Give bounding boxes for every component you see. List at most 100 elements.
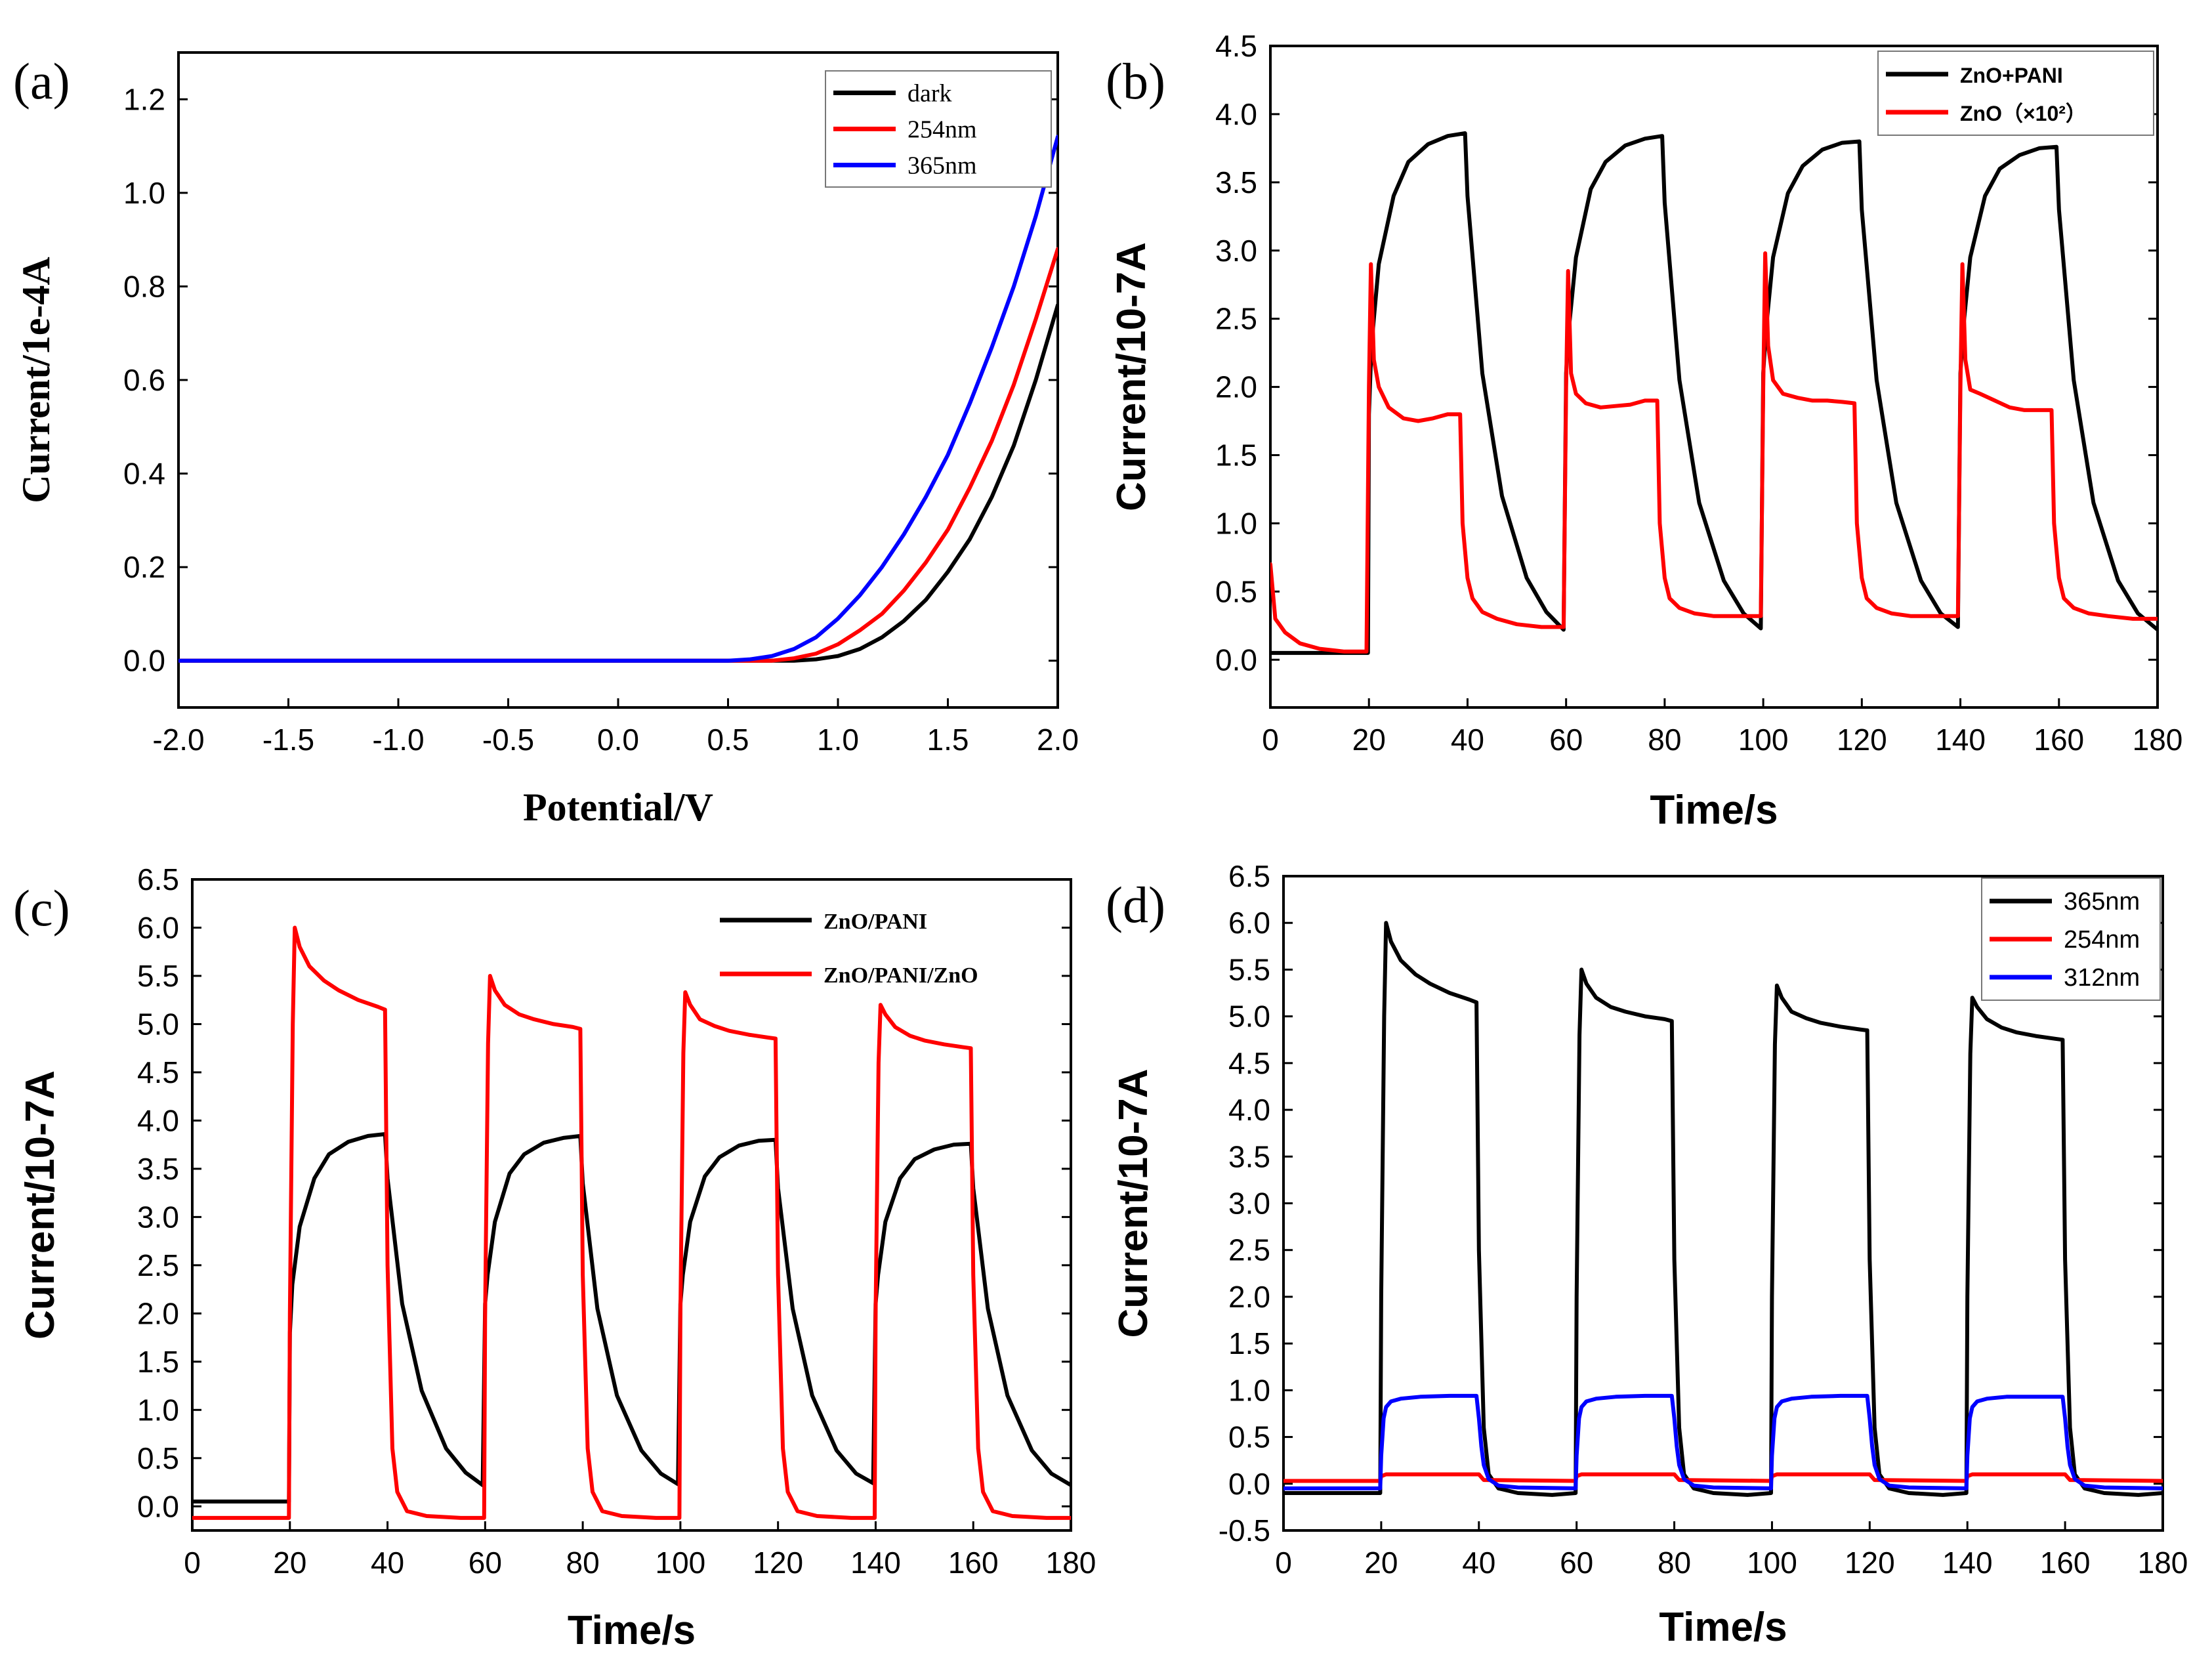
panel-a-x-tick-label: 1.0 [817, 723, 859, 757]
panel-d-y-tick-label: 5.0 [1228, 1000, 1270, 1034]
panel-b-label: (b) [1106, 53, 1165, 110]
panel-c-x-tick-label: 100 [656, 1546, 706, 1580]
panel-b-x-tick-label: 180 [2133, 723, 2183, 757]
panel-d-x-tick-label: 120 [1845, 1546, 1895, 1580]
panel-c-y-tick-label: 2.5 [137, 1248, 179, 1282]
panel-b-x-axis-title: Time/s [1650, 788, 1778, 833]
panel-a-x-tick-label: -0.5 [482, 723, 534, 757]
panel-a-series-line-0 [178, 303, 1058, 663]
panel-a-y-tick-label: 0.2 [123, 550, 165, 584]
panel-b-x-tick-label: 40 [1451, 723, 1484, 757]
panel-c-x-axis-title: Time/s [568, 1608, 696, 1653]
panel-c-legend-label-0: ZnO/PANI [824, 910, 927, 934]
panel-c-y-tick-label: 4.0 [137, 1103, 179, 1137]
panel-a-x-tick-label: 0.0 [597, 723, 639, 757]
panel-c-x-tick-label: 60 [469, 1546, 502, 1580]
panel-d-x-tick-label: 60 [1560, 1546, 1593, 1580]
panel-d-series-line-2 [1283, 1393, 2163, 1490]
panel-c-y-tick-label: 6.0 [137, 910, 179, 944]
panel-c-x-tick-label: 40 [371, 1546, 404, 1580]
panel-d-x-axis-title: Time/s [1659, 1605, 1787, 1650]
panel-a-label: (a) [13, 53, 70, 110]
panel-d-y-tick-label: 0.5 [1228, 1420, 1270, 1454]
panel-d-y-tick-label: 3.5 [1228, 1139, 1270, 1173]
panel-b-x-tick-label: 160 [2034, 723, 2084, 757]
panel-b-y-axis-title: Current/10-7A [1109, 242, 1154, 511]
panel-a-series-line-2 [178, 135, 1058, 663]
panel-c-y-tick-label: 3.0 [137, 1200, 179, 1234]
panel-d-legend-label-0: 365nm [2064, 888, 2140, 916]
panel-d-x-tick-label: 0 [1275, 1546, 1292, 1580]
panel-c-x-tick-label: 140 [850, 1546, 901, 1580]
panel-c-y-tick-label: 1.5 [137, 1345, 179, 1379]
panel-c-label: (c) [13, 879, 70, 937]
panel-b-legend-label-0: ZnO+PANI [1960, 64, 2063, 87]
panel-c-x-tick-label: 160 [948, 1546, 999, 1580]
panel-c-x-tick-label: 180 [1046, 1546, 1096, 1580]
panel-b-y-tick-label: 3.5 [1215, 165, 1257, 200]
panel-a-x-tick-label: 2.0 [1037, 723, 1079, 757]
panel-c-y-tick-label: 0.0 [137, 1489, 179, 1523]
panel-a-x-tick-label: -1.5 [262, 723, 314, 757]
panel-a-y-axis-title: Current/1e-4A [14, 257, 58, 503]
panel-d-y-tick-label: 5.5 [1228, 952, 1270, 986]
panel-b-y-tick-label: 1.0 [1215, 506, 1257, 540]
panel-d-y-tick-label: 0.0 [1228, 1467, 1270, 1501]
panel-d-y-axis-title: Current/10-7A [1111, 1069, 1156, 1338]
panel-d-label: (d) [1106, 876, 1165, 933]
panel-b-y-tick-label: 0.5 [1215, 574, 1257, 608]
panel-b-series-line-1 [1270, 251, 2158, 654]
panel-c-x-tick-label: 20 [273, 1546, 306, 1580]
panel-d-series-line-0 [1283, 921, 2163, 1497]
panel-b-x-tick-label: 120 [1837, 723, 1887, 757]
panel-c-legend-label-1: ZnO/PANI/ZnO [824, 963, 978, 988]
panel-c-y-axis-title: Current/10-7A [18, 1070, 63, 1339]
panel-c-y-tick-label: 3.5 [137, 1152, 179, 1186]
panel-c-y-tick-label: 5.5 [137, 959, 179, 993]
panel-a-series-line-1 [178, 247, 1058, 663]
panel-c-y-tick-label: 6.5 [137, 862, 179, 896]
panel-d-legend-label-2: 312nm [2064, 964, 2140, 992]
panel-d-y-tick-label: 1.5 [1228, 1326, 1270, 1360]
panel-b-x-tick-label: 80 [1648, 723, 1681, 757]
panel-b-y-tick-label: 2.5 [1215, 302, 1257, 336]
panel-a-y-tick-label: 0.0 [123, 644, 165, 678]
panel-c-x-tick-label: 80 [566, 1546, 600, 1580]
panel-d-y-tick-label: 3.0 [1228, 1187, 1270, 1221]
panel-b-x-tick-label: 20 [1352, 723, 1386, 757]
panel-c-series-line-1 [192, 925, 1071, 1520]
panel-d-x-tick-label: 140 [1942, 1546, 1993, 1580]
panel-d-y-tick-label: 1.0 [1228, 1373, 1270, 1407]
panel-c-y-tick-label: 0.5 [137, 1441, 179, 1475]
panel-d-y-tick-label: 6.5 [1228, 859, 1270, 893]
panel-d: 0 20 40 60 80 100 120 140 160 180 -0.5 0.0 0.5 1.0 1.5… [1106, 859, 2188, 1650]
panel-c-x-tick-label: 0 [184, 1546, 201, 1580]
panel-b-y-tick-label: 1.5 [1215, 438, 1257, 473]
panel-c-frame [191, 878, 1072, 1532]
panel-d-y-tick-label: 2.0 [1228, 1280, 1270, 1314]
panel-a-x-tick-label: 0.5 [707, 723, 749, 757]
panel-b-legend-label-1: ZnO（×10²） [1960, 102, 2087, 125]
panel-d-x-tick-label: 20 [1364, 1546, 1398, 1580]
panel-d-x-tick-label: 40 [1462, 1546, 1495, 1580]
panel-c: 0 20 40 60 80 100 120 140 160 180 0.0 0.5 1.0 1.5 2.0 2… [13, 862, 1096, 1653]
panel-c-y-tick-label: 4.5 [137, 1055, 179, 1089]
panel-c-y-tick-label: 5.0 [137, 1007, 179, 1041]
panel-d-y-tick-label: 4.0 [1228, 1093, 1270, 1127]
panel-b-y-tick-label: 0.0 [1215, 643, 1257, 677]
panel-b-x-tick-label: 0 [1262, 723, 1279, 757]
panel-b: 0 20 40 60 80 100 120 140 160 180 0.0 0.5 1.0 1.5 2.0 2… [1106, 29, 2182, 833]
panel-a-y-tick-label: 0.6 [123, 363, 165, 397]
panel-b-x-tick-label: 140 [1935, 723, 1986, 757]
panel-b-x-tick-label: 100 [1738, 723, 1789, 757]
panel-c-y-tick-label: 1.0 [137, 1393, 179, 1427]
panel-c-series-line-0 [192, 1132, 1071, 1504]
panel-d-y-tick-label: 4.5 [1228, 1046, 1270, 1080]
panel-d-y-tick-label: 6.0 [1228, 906, 1270, 940]
panel-a-x-tick-label: -1.0 [372, 723, 424, 757]
panel-d-x-tick-label: 100 [1747, 1546, 1797, 1580]
panel-a-y-tick-label: 1.2 [123, 82, 165, 116]
panel-d-x-tick-label: 180 [2138, 1546, 2188, 1580]
panel-b-legend-box [1877, 51, 2154, 136]
